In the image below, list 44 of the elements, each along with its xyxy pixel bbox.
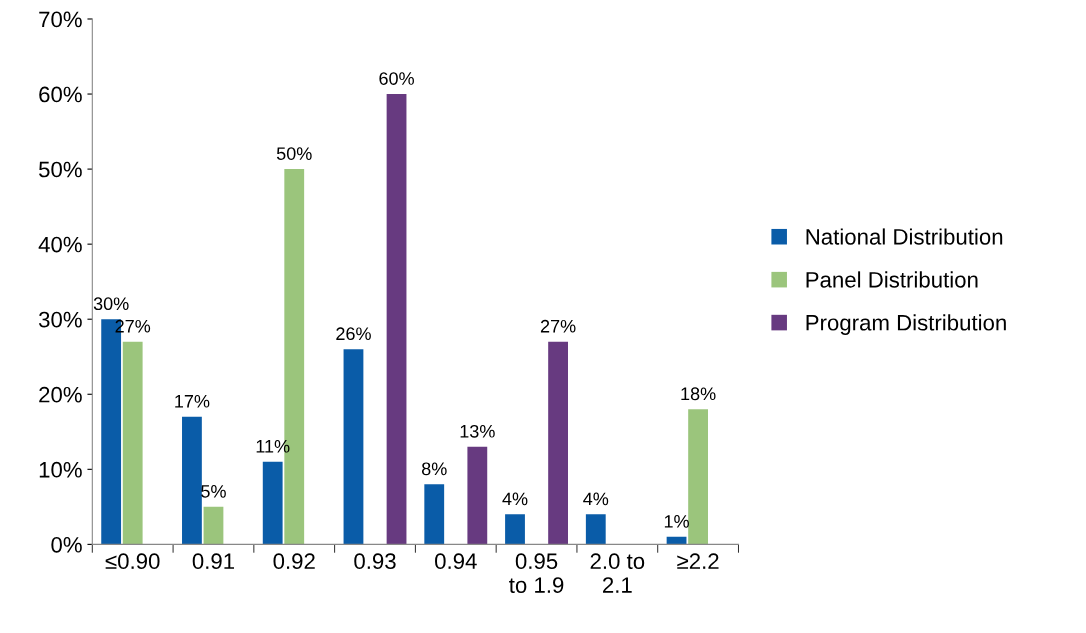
bar bbox=[548, 341, 568, 545]
bar bbox=[505, 514, 525, 545]
data-label: 11% bbox=[256, 439, 290, 453]
y-tick-label: 60% bbox=[39, 86, 82, 103]
y-tick-label: 30% bbox=[38, 311, 82, 328]
data-label: 17% bbox=[175, 394, 210, 408]
data-label: 8% bbox=[421, 462, 447, 476]
y-tick-label: 0% bbox=[51, 536, 82, 553]
x-tick-label: 0.94 bbox=[435, 553, 477, 570]
x-tick-label: 0.91 bbox=[192, 553, 235, 570]
data-label: 4% bbox=[502, 492, 528, 506]
data-label: 1% bbox=[664, 515, 689, 528]
legend-label: Program Distribution bbox=[806, 314, 1006, 335]
y-tick-label: 40% bbox=[38, 236, 82, 253]
data-label: 30% bbox=[93, 297, 129, 311]
bar bbox=[262, 461, 283, 545]
data-label: 18% bbox=[681, 387, 716, 401]
bar bbox=[424, 484, 445, 545]
bar bbox=[467, 446, 488, 545]
data-label: 27% bbox=[540, 319, 576, 333]
bar bbox=[386, 94, 407, 545]
data-label: 50% bbox=[276, 147, 312, 160]
bar bbox=[688, 409, 708, 545]
bar bbox=[585, 514, 606, 545]
x-tick-label: 0.93 bbox=[354, 553, 396, 570]
data-label: 13% bbox=[460, 424, 495, 438]
y-tick-label: 70% bbox=[39, 11, 82, 28]
bar bbox=[182, 416, 202, 545]
data-label: 26% bbox=[336, 327, 371, 341]
x-tick-label: 0.92 bbox=[273, 553, 315, 570]
data-label: 60% bbox=[379, 72, 414, 85]
bar bbox=[203, 506, 224, 545]
y-tick-label: 20% bbox=[39, 386, 82, 403]
legend-label: Panel Distribution bbox=[806, 271, 978, 288]
y-tick-label: 50% bbox=[39, 161, 82, 178]
legend-label: National Distribution bbox=[806, 228, 1003, 245]
data-label: 4% bbox=[583, 492, 609, 506]
y-tick-label: 10% bbox=[39, 461, 82, 478]
x-tick-label: ≥2.2 bbox=[677, 553, 719, 569]
bar bbox=[343, 349, 364, 545]
bar bbox=[122, 341, 143, 545]
x-tick-label: ≤0.90 bbox=[105, 553, 160, 570]
x-tick-label: 0.95 to 1.9 bbox=[509, 553, 564, 593]
x-tick-label: 2.0 to 2.1 bbox=[590, 553, 645, 593]
